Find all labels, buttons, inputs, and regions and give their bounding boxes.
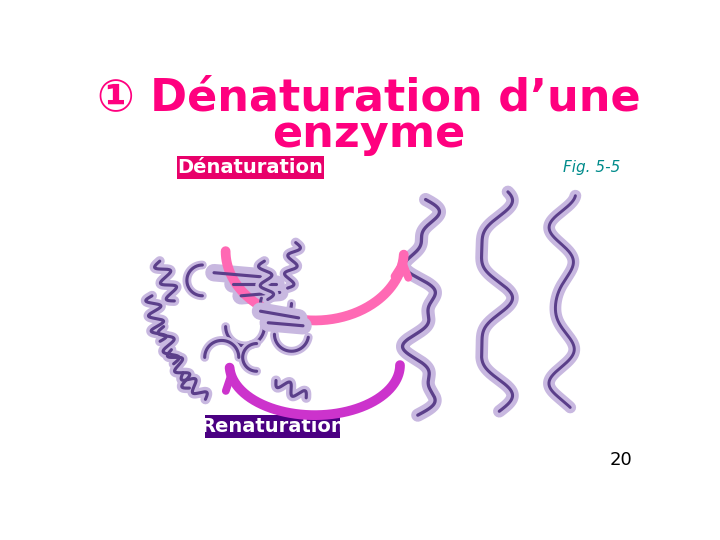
Text: Renaturation: Renaturation: [199, 417, 344, 436]
Text: 20: 20: [610, 451, 632, 469]
Text: enzyme: enzyme: [272, 112, 466, 156]
Text: Dénaturation: Dénaturation: [178, 158, 323, 177]
FancyBboxPatch shape: [204, 415, 341, 438]
Text: Fig. 5-5: Fig. 5-5: [563, 160, 620, 175]
Text: ① Dénaturation d’une: ① Dénaturation d’une: [97, 76, 641, 119]
FancyBboxPatch shape: [177, 156, 324, 179]
